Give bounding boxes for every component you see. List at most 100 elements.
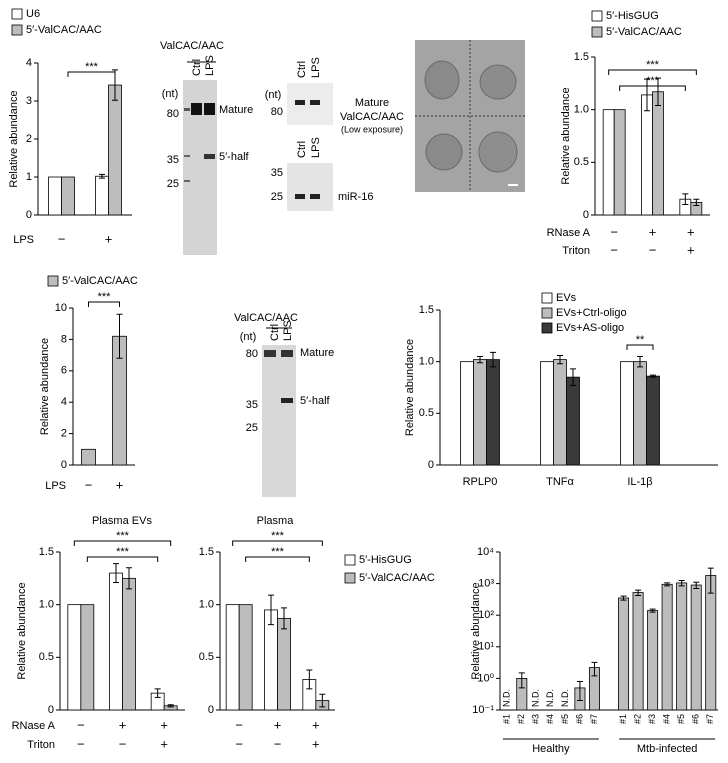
legend-label: 5′-HisGUG: [359, 554, 412, 566]
y-axis-label: Relative abundance: [560, 87, 572, 184]
error-bar: [167, 704, 174, 708]
bar: [647, 610, 659, 711]
error-bar: [644, 78, 650, 112]
bar: [632, 592, 644, 711]
error-bar: [570, 368, 576, 386]
marker-label: 25: [271, 191, 283, 203]
x-tick-label: #6: [691, 714, 701, 724]
vesicle: [424, 60, 460, 100]
error-bar: [99, 173, 105, 179]
x-tick-label: #4: [545, 714, 555, 724]
x-tick-label: +: [160, 736, 168, 751]
marker-label: 80: [246, 348, 258, 360]
value-label: N.D.: [502, 689, 512, 707]
x-tick-label: #1: [618, 714, 628, 724]
error-bar: [319, 693, 326, 708]
gel-band: [191, 103, 202, 115]
x-tick-label: −: [77, 717, 85, 732]
bar: [633, 361, 647, 466]
bar: [618, 597, 630, 711]
legend-label: EVs: [556, 292, 577, 304]
bar: [61, 176, 75, 216]
band-label: ValCAC/AAC: [340, 111, 404, 123]
significance-bracket: [86, 556, 159, 562]
x-tick-label: #5: [560, 714, 570, 724]
legend-label: 5′-ValCAC/AAC: [606, 26, 682, 38]
bar: [646, 375, 660, 466]
x-tick-label: #6: [574, 714, 584, 724]
error-bar: [126, 567, 132, 590]
y-tick-label: 10²: [478, 609, 494, 621]
gel-image: [287, 163, 333, 211]
lane-label: Ctrl: [296, 61, 308, 78]
row-label: Triton: [27, 739, 55, 751]
x-tick-label: #2: [632, 714, 642, 724]
micrograph: [415, 40, 525, 192]
y-tick-label: 3: [26, 95, 32, 107]
bar: [652, 91, 664, 216]
y-tick-label: 1.5: [39, 546, 54, 558]
legend-swatch: [541, 292, 553, 304]
band-label: 5′-half: [300, 395, 331, 407]
gel-band: [310, 194, 320, 199]
y-tick-label: 8: [61, 333, 67, 345]
significance-label: ***: [271, 530, 285, 542]
bar: [620, 361, 634, 466]
significance-bracket: [88, 301, 120, 307]
bar: [108, 84, 122, 216]
error-bar: [635, 589, 642, 597]
x-tick-label: −: [235, 717, 243, 732]
x-tick-label: IL-1β: [627, 476, 652, 488]
y-tick-label: 0: [61, 459, 67, 471]
legend-label: 5′-ValCAC/AAC: [26, 24, 102, 36]
x-tick-label: −: [119, 736, 127, 751]
legend-label: 5′-ValCAC/AAC: [359, 572, 435, 584]
y-tick-label: 1.5: [419, 304, 434, 316]
bar: [238, 604, 253, 711]
significance-label: ***: [646, 75, 660, 87]
value-label: N.D.: [560, 689, 570, 707]
y-tick-label: 1.0: [419, 356, 434, 368]
significance-bracket: [232, 540, 323, 546]
marker-label: 25: [167, 178, 179, 190]
error-bar: [113, 563, 119, 584]
significance-label: ***: [646, 59, 660, 71]
y-tick-label: 1.5: [199, 546, 214, 558]
y-tick-label: 4: [61, 396, 67, 408]
legend-swatch: [11, 24, 23, 36]
legend-swatch: [541, 322, 553, 334]
legend-label: U6: [26, 8, 40, 20]
lane-label: LPS: [204, 55, 216, 76]
x-tick-label: −: [274, 736, 282, 751]
marker-label: 35: [246, 399, 258, 411]
error-bar: [620, 595, 627, 601]
legend-swatch: [344, 554, 356, 566]
error-bar: [490, 351, 496, 368]
marker-label: 35: [167, 154, 179, 166]
x-tick-label: −: [610, 224, 618, 239]
gel-panel: Ctrl LPS 35 25 miR-16: [271, 137, 373, 211]
significance-bracket: [619, 85, 686, 91]
error-bar: [649, 608, 656, 613]
x-tick-label: #3: [531, 714, 541, 724]
error-bar: [154, 688, 161, 698]
error-bar: [678, 580, 685, 587]
y-tick-label: 2: [61, 428, 67, 440]
bar: [95, 175, 109, 216]
ladder-band: [184, 155, 190, 157]
y-tick-label: 10¹: [478, 641, 494, 653]
error-bar: [693, 581, 700, 589]
band-label: (Low exposure): [341, 124, 403, 134]
x-tick-label: #7: [589, 714, 599, 724]
error-bar: [306, 669, 313, 690]
y-tick-label: 1.0: [39, 599, 54, 611]
error-bar: [281, 607, 287, 630]
unit-label: (nt): [265, 89, 282, 101]
y-tick-label: 10⁰: [477, 672, 494, 684]
significance-label: ***: [271, 546, 285, 558]
bar: [67, 604, 82, 711]
error-bar: [682, 193, 689, 205]
bar: [641, 94, 653, 216]
x-tick-label: +: [687, 242, 695, 257]
unit-label: (nt): [240, 331, 257, 343]
